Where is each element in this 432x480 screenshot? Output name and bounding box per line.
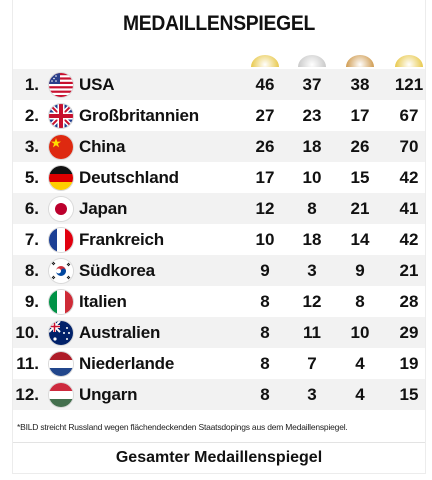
- gold-count: 8: [260, 292, 270, 311]
- rank: 6.: [24, 199, 39, 218]
- gold-count: 26: [255, 137, 275, 156]
- table-row: 3. China 26 18 26 70: [13, 131, 425, 162]
- total-count: 29: [399, 323, 419, 342]
- medal-column-header: [13, 52, 425, 68]
- rank: 11.: [16, 354, 39, 373]
- bronze-count: 10: [350, 323, 370, 342]
- medal-table: 1. USA 46 37 38 121 2. Großbritannien 27 23 17 67 3.…: [13, 69, 425, 410]
- japan-flag-icon: [49, 197, 73, 221]
- rank: 9.: [24, 292, 39, 311]
- rank: 10.: [15, 323, 39, 342]
- medal-table-card: MEDAILLENSPIEGEL 1. USA 46 37 38 121 2. Großbri…: [12, 0, 426, 474]
- footnote: *BILD streicht Russland wegen flächendec…: [17, 422, 348, 432]
- total-count: 70: [399, 137, 419, 156]
- country-name: Niederlande: [79, 354, 175, 373]
- table-row: 1. USA 46 37 38 121: [13, 69, 425, 100]
- gold-count: 9: [260, 261, 270, 280]
- gold-count: 17: [255, 168, 275, 187]
- bronze-count: 38: [350, 75, 370, 94]
- country-name: Australien: [79, 323, 161, 342]
- silver-medal-icon: [294, 52, 330, 67]
- silver-count: 23: [302, 106, 322, 125]
- uk-flag-icon: [49, 104, 73, 128]
- gold-count: 8: [260, 323, 270, 342]
- rank: 12.: [15, 385, 39, 404]
- country-name: Deutschland: [79, 168, 179, 187]
- bronze-count: 4: [355, 385, 365, 404]
- bronze-count: 8: [355, 292, 365, 311]
- bronze-count: 21: [350, 199, 370, 218]
- bronze-count: 9: [355, 261, 365, 280]
- gold-medal-icon: [247, 52, 283, 67]
- rank: 2.: [24, 106, 39, 125]
- country-name: Südkorea: [79, 261, 155, 280]
- gold-count: 27: [255, 106, 275, 125]
- full-medal-table-link[interactable]: Gesamter Medaillenspiegel: [13, 442, 425, 473]
- total-count: 67: [399, 106, 419, 125]
- silver-count: 7: [307, 354, 317, 373]
- table-row: 2. Großbritannien 27 23 17 67: [13, 100, 425, 131]
- bronze-count: 17: [350, 106, 370, 125]
- france-flag-icon: [49, 228, 73, 252]
- table-row: 5. Deutschland 17 10 15 42: [13, 162, 425, 193]
- gold-count: 12: [255, 199, 275, 218]
- total-count: 19: [399, 354, 419, 373]
- total-count: 42: [399, 168, 419, 187]
- netherlands-flag-icon: [49, 352, 73, 376]
- usa-flag-icon: [49, 73, 73, 97]
- table-row: 9. Italien 8 12 8 28: [13, 286, 425, 317]
- table-row: 7. Frankreich 10 18 14 42: [13, 224, 425, 255]
- silver-count: 18: [302, 230, 322, 249]
- bronze-count: 14: [350, 230, 370, 249]
- table-row: 10. Australien 8 11 10 29: [13, 317, 425, 348]
- bronze-count: 26: [350, 137, 370, 156]
- silver-count: 37: [302, 75, 322, 94]
- total-medals-icon: [391, 52, 427, 67]
- total-count: 28: [399, 292, 419, 311]
- gold-count: 8: [260, 385, 270, 404]
- rank: 5.: [24, 168, 39, 187]
- italy-flag-icon: [49, 290, 73, 314]
- total-count: 41: [399, 199, 419, 218]
- table-row: 11. Niederlande 8 7 4 19: [13, 348, 425, 379]
- silver-count: 8: [307, 199, 317, 218]
- gold-count: 10: [255, 230, 275, 249]
- hungary-flag-icon: [49, 383, 73, 407]
- table-row: 6. Japan 12 8 21 41: [13, 193, 425, 224]
- bronze-count: 15: [350, 168, 370, 187]
- south-korea-flag-icon: [49, 259, 73, 283]
- total-count: 42: [399, 230, 419, 249]
- silver-count: 12: [302, 292, 322, 311]
- table-row: 12. Ungarn 8 3 4 15: [13, 379, 425, 410]
- silver-count: 3: [307, 385, 317, 404]
- country-name: Italien: [79, 292, 127, 311]
- table-row: 8. Südkorea 9 3 9 21: [13, 255, 425, 286]
- country-name: China: [79, 137, 126, 156]
- total-count: 121: [394, 75, 424, 94]
- country-name: Ungarn: [79, 385, 138, 404]
- gold-count: 8: [260, 354, 270, 373]
- germany-flag-icon: [49, 166, 73, 190]
- country-name: Japan: [79, 199, 128, 218]
- country-name: Frankreich: [79, 230, 164, 249]
- silver-count: 18: [302, 137, 322, 156]
- bronze-medal-icon: [342, 52, 378, 67]
- total-count: 15: [399, 385, 419, 404]
- total-count: 21: [399, 261, 419, 280]
- rank: 3.: [24, 137, 39, 156]
- australia-flag-icon: [49, 321, 73, 345]
- rank: 1.: [24, 75, 39, 94]
- china-flag-icon: [49, 135, 73, 159]
- silver-count: 3: [307, 261, 317, 280]
- bronze-count: 4: [355, 354, 365, 373]
- country-name: Großbritannien: [79, 106, 199, 125]
- page-title: MEDAILLENSPIEGEL: [122, 12, 316, 35]
- silver-count: 10: [302, 168, 322, 187]
- gold-count: 46: [255, 75, 275, 94]
- country-name: USA: [79, 75, 115, 94]
- silver-count: 11: [303, 323, 321, 342]
- rank: 8.: [24, 261, 39, 280]
- rank: 7.: [24, 230, 39, 249]
